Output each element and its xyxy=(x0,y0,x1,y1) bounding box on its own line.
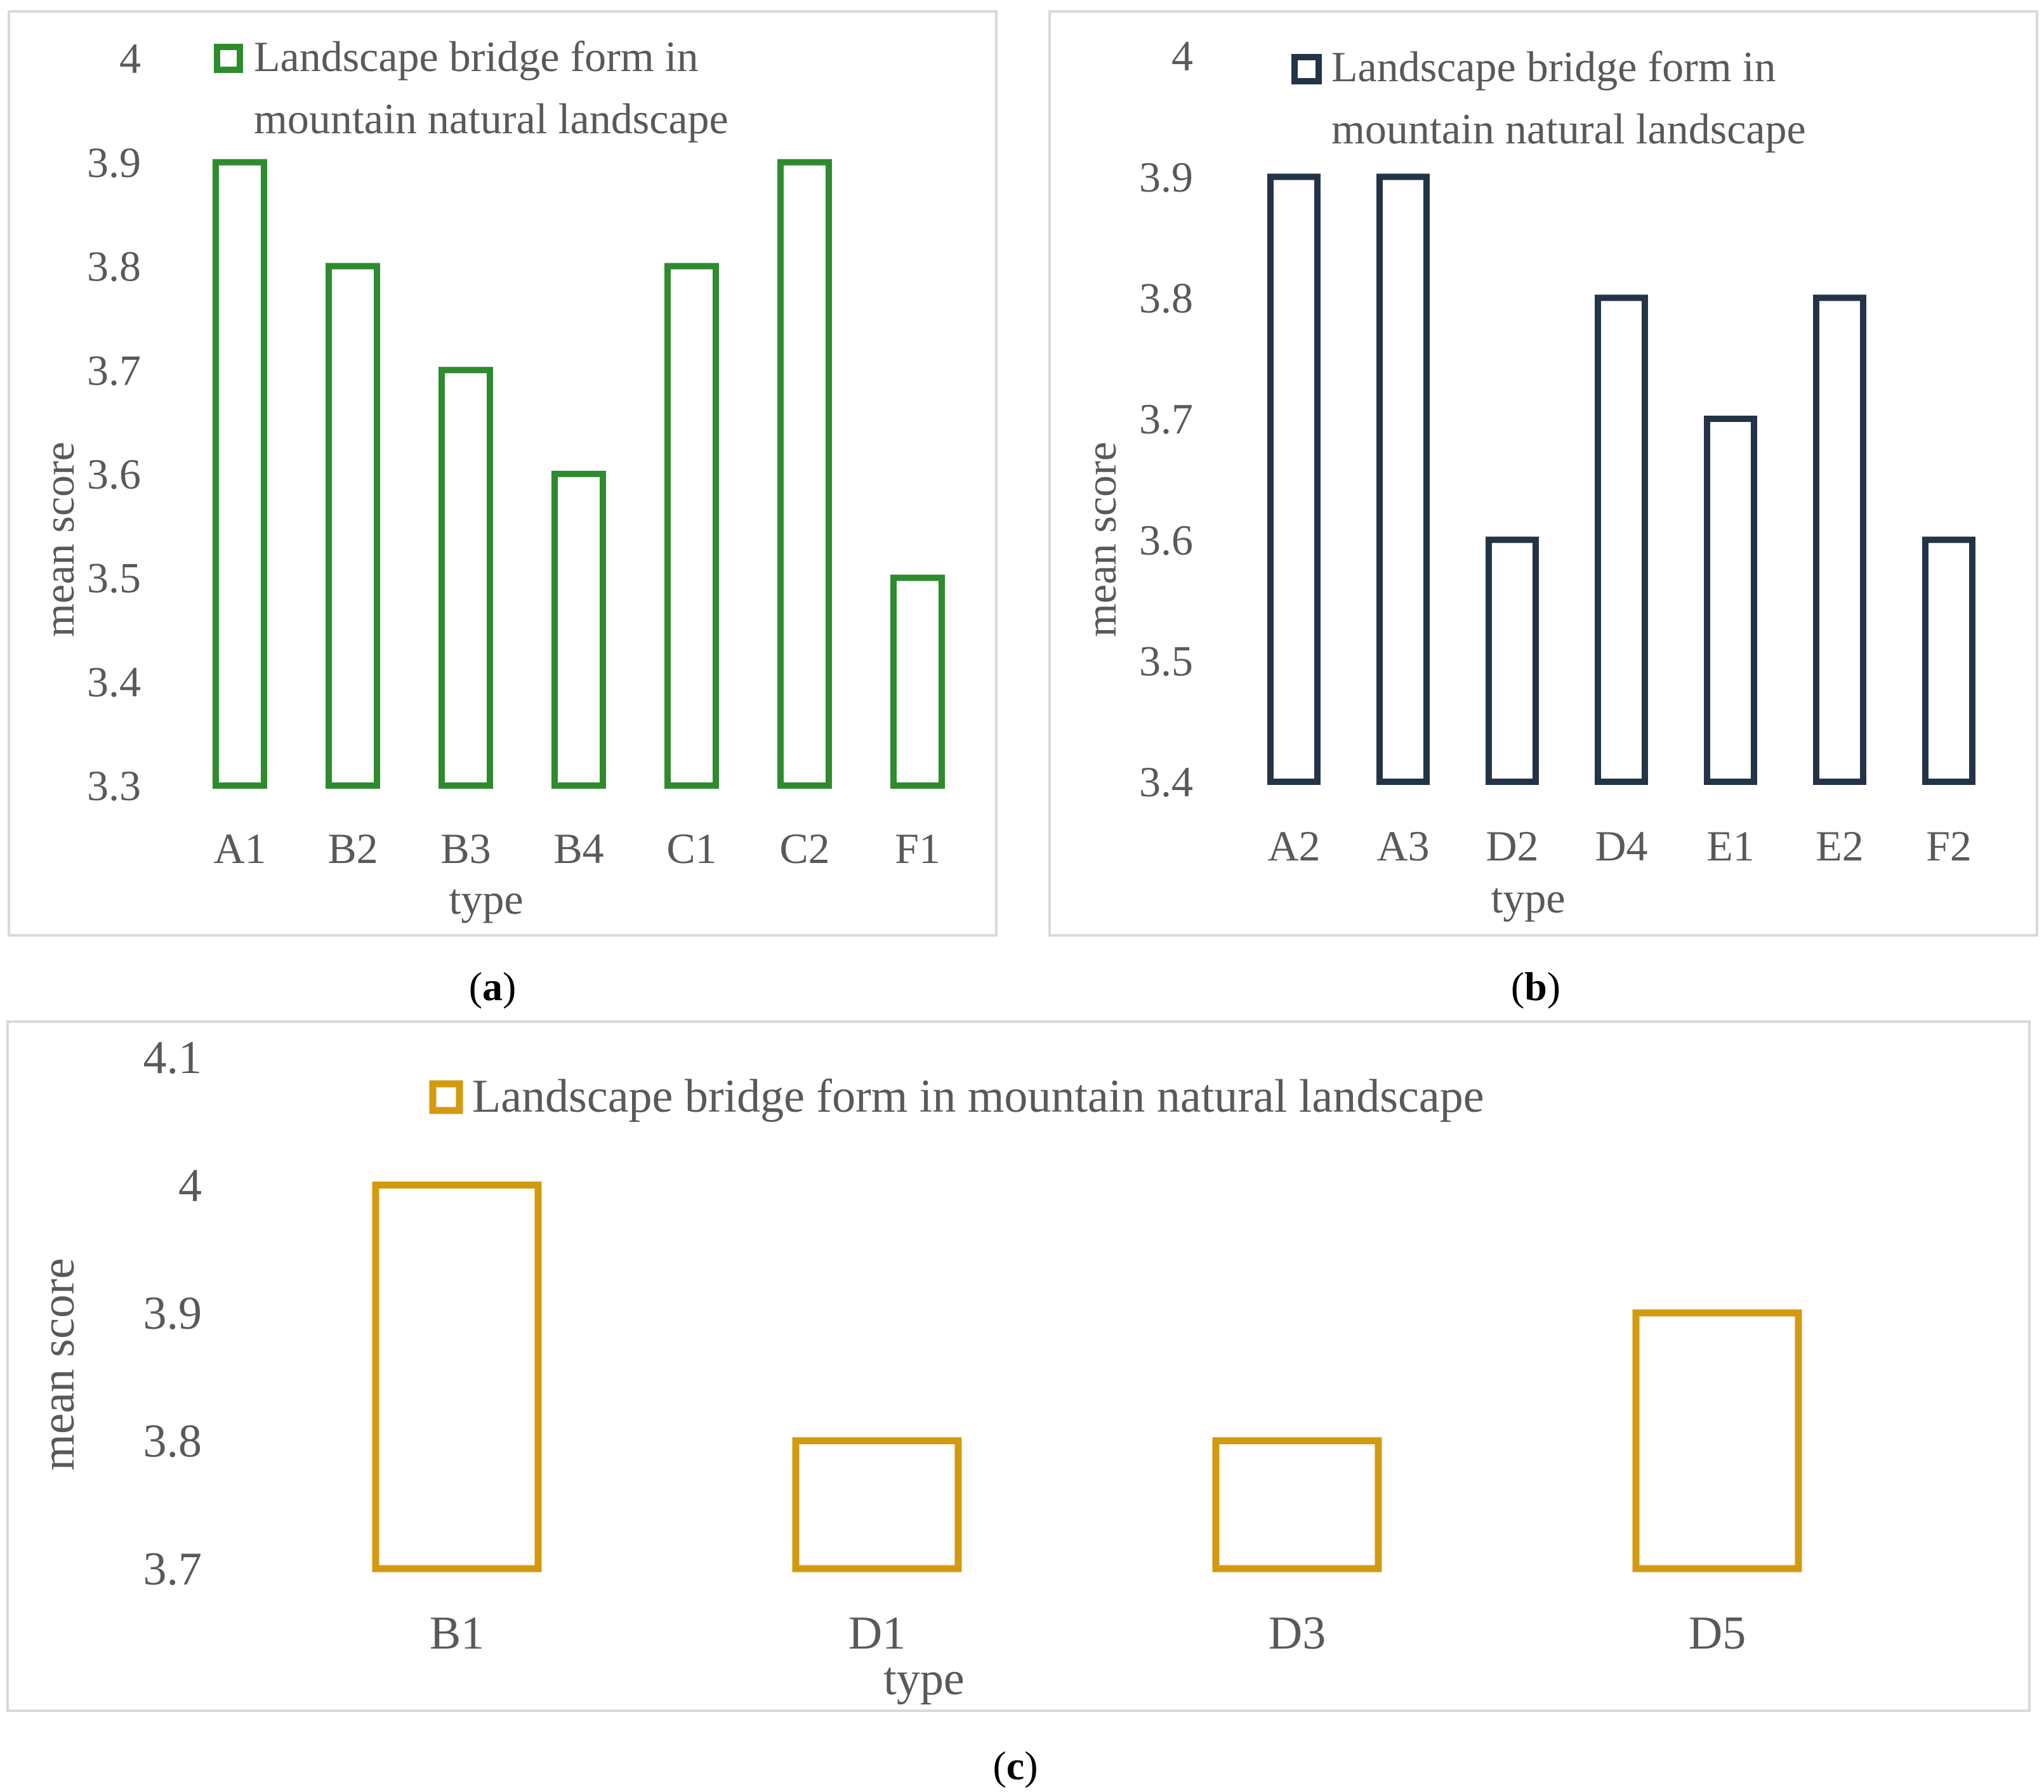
panel-c: 3.7 3.8 3.9 4 4.1 B1 D1 D3 D5 Landscape bridge … xyxy=(6,1020,2031,1712)
panel-b-y-tick-label: 3.6 xyxy=(1139,516,1193,564)
panel-c-x-tick-label: D5 xyxy=(1689,1607,1746,1659)
caption-c-label: c xyxy=(1006,1743,1024,1788)
panel-c-legend-line-1: Landscape bridge form in mountain natura… xyxy=(472,1071,1484,1123)
panel-a-x-tick-label: B3 xyxy=(440,824,491,873)
panel-a-y-tick-label: 4 xyxy=(119,34,141,82)
panel-c-legend-swatch xyxy=(429,1080,463,1114)
panel-b-y-ticks: 3.4 3.5 3.6 3.7 3.8 3.9 4 xyxy=(1139,32,1193,806)
panel-c-bar-d5 xyxy=(1632,1309,1802,1572)
panel-a-y-tick-label: 3.5 xyxy=(87,554,141,602)
panel-b-legend-line-2: mountain natural landscape xyxy=(1331,105,1806,153)
panel-b-y-tick-label: 3.8 xyxy=(1139,273,1193,322)
panel-b-x-tick-label: A2 xyxy=(1267,822,1320,870)
panel-a-x-ticks: A1 B2 B3 B4 C1 C2 F1 xyxy=(213,824,940,873)
panel-a-legend-line-2: mountain natural landscape xyxy=(254,95,729,143)
panel-c-bar-d1 xyxy=(792,1437,962,1572)
svg-text:(a): (a) xyxy=(469,964,517,1009)
panel-b-legend-line-1: Landscape bridge form in xyxy=(1331,43,1776,91)
panel-a-bar-f1 xyxy=(890,574,945,789)
panel-c-x-tick-label: D3 xyxy=(1269,1607,1326,1659)
panel-b-x-tick-label: D4 xyxy=(1595,822,1647,870)
panel-c-y-tick-label: 4.1 xyxy=(143,1032,202,1084)
panel-a-y-tick-label: 3.8 xyxy=(87,242,141,291)
panel-c-x-ticks: B1 D1 D3 D5 xyxy=(430,1607,1746,1659)
panel-a-bar-a1 xyxy=(213,159,267,789)
panel-a-y-tick-label: 3.6 xyxy=(87,450,141,498)
panel-b-bar-d4 xyxy=(1595,294,1648,786)
panel-b-x-axis-label: type xyxy=(1491,874,1565,922)
panel-b-y-tick-label: 3.9 xyxy=(1139,153,1193,201)
panel-b-bars xyxy=(1267,173,1975,786)
panel-a-bars xyxy=(213,159,945,789)
panel-a-y-tick-label: 3.9 xyxy=(87,138,141,187)
panel-c-frame xyxy=(6,1020,2031,1712)
caption-c: (c) xyxy=(992,1743,1038,1788)
panel-a-y-tick-label: 3.4 xyxy=(87,657,141,706)
panel-c-bar-d3 xyxy=(1212,1437,1382,1572)
panel-a-legend-swatch xyxy=(214,44,243,73)
panel-b-x-tick-label: A3 xyxy=(1376,822,1429,870)
panel-a-x-tick-label: A1 xyxy=(213,824,266,873)
panel-b-y-tick-label: 3.5 xyxy=(1139,636,1193,685)
panel-c-y-tick-label: 3.7 xyxy=(143,1543,202,1595)
panel-b-x-tick-label: E1 xyxy=(1706,822,1755,870)
caption-a-label: a xyxy=(482,964,503,1009)
panel-c-x-tick-label: B1 xyxy=(430,1607,484,1659)
panel-a-x-tick-label: C2 xyxy=(779,824,829,873)
panel-b-y-tick-label: 3.7 xyxy=(1139,395,1193,443)
panel-a-bar-b4 xyxy=(551,470,606,789)
caption-b: (b) xyxy=(1511,964,1560,1009)
panel-c-bar-b1 xyxy=(372,1182,542,1572)
panel-b-legend-swatch xyxy=(1291,54,1322,84)
panel-b-x-tick-label: F2 xyxy=(1926,822,1972,870)
panel-b-bar-f2 xyxy=(1922,536,1975,786)
panel-a-bar-b2 xyxy=(326,263,380,789)
panel-a-x-tick-label: B2 xyxy=(327,824,378,873)
panel-b-bar-d2 xyxy=(1486,536,1539,786)
panel-b-bar-a2 xyxy=(1267,173,1321,785)
panel-c-x-axis-label: type xyxy=(883,1653,964,1705)
panel-b-bar-e2 xyxy=(1813,294,1866,786)
panel-c-y-ticks: 3.7 3.8 3.9 4 4.1 xyxy=(143,1032,202,1595)
panel-a-bar-c2 xyxy=(777,159,832,789)
panel-a-y-ticks: 3.3 3.4 3.5 3.6 3.7 3.8 3.9 4 xyxy=(87,34,141,810)
panel-c-bars xyxy=(372,1182,1802,1572)
panel-a-y-tick-label: 3.3 xyxy=(87,761,141,810)
panel-a-bar-c1 xyxy=(664,263,719,789)
panel-b-y-tick-label: 3.4 xyxy=(1139,758,1193,806)
panel-b-x-ticks: A2 A3 D2 D4 E1 E2 F2 xyxy=(1267,822,1971,870)
panel-b-y-axis-label: mean score xyxy=(1077,442,1125,637)
panel-a-y-tick-label: 3.7 xyxy=(87,346,141,394)
caption-a: (a) xyxy=(469,964,517,1009)
panel-a-y-axis-label: mean score xyxy=(35,442,83,637)
panel-a: 3.3 3.4 3.5 3.6 3.7 3.8 3.9 4 A1 B2 B3 B4 C1 C2 F1 La… xyxy=(8,10,998,937)
panel-a-legend-line-1: Landscape bridge form in xyxy=(254,32,699,81)
caption-b-label: b xyxy=(1524,964,1547,1009)
panel-b-frame xyxy=(1048,10,2038,937)
panel-b-x-tick-label: D2 xyxy=(1486,822,1538,870)
panel-a-bar-b3 xyxy=(438,367,493,789)
svg-text:(c): (c) xyxy=(992,1743,1038,1788)
panel-b-x-tick-label: E2 xyxy=(1816,822,1864,870)
panel-a-x-tick-label: C1 xyxy=(666,824,716,873)
panel-a-x-tick-label: B4 xyxy=(553,824,603,873)
panel-b-bar-e1 xyxy=(1704,416,1757,785)
panel-b-y-tick-label: 4 xyxy=(1171,32,1193,80)
panel-a-x-axis-label: type xyxy=(449,875,523,923)
svg-text:(b): (b) xyxy=(1511,964,1560,1009)
panel-c-x-tick-label: D1 xyxy=(848,1607,906,1659)
panel-c-y-tick-label: 3.8 xyxy=(143,1416,202,1468)
panel-c-y-tick-label: 3.9 xyxy=(143,1288,202,1340)
panel-c-y-tick-label: 4 xyxy=(178,1160,202,1212)
panel-a-x-tick-label: F1 xyxy=(895,824,940,873)
panel-b-bar-a3 xyxy=(1376,173,1430,785)
panel-a-frame xyxy=(8,10,998,937)
panel-c-y-axis-label: mean score xyxy=(32,1258,84,1471)
panel-b: 3.4 3.5 3.6 3.7 3.8 3.9 4 A2 A3 D2 D4 E1 E2 F2 Lands… xyxy=(1048,10,2038,937)
